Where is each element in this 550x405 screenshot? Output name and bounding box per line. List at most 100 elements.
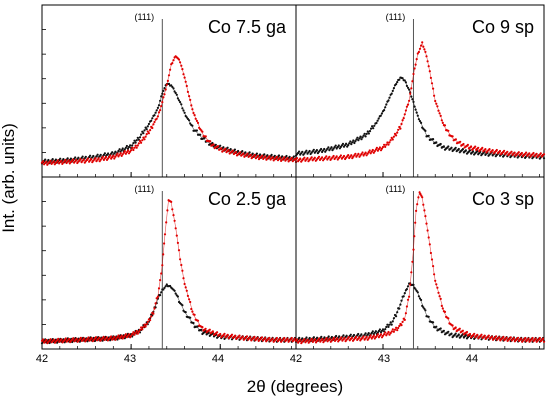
data-point — [67, 337, 71, 341]
data-point — [405, 84, 408, 87]
data-point — [339, 154, 342, 157]
data-point — [332, 336, 336, 339]
data-point — [411, 98, 414, 101]
data-point — [171, 85, 174, 88]
data-point — [176, 97, 179, 100]
data-point — [356, 136, 359, 139]
data-point — [374, 330, 377, 333]
data-point — [447, 330, 450, 333]
data-point — [298, 150, 301, 153]
data-point — [418, 120, 422, 123]
data-point — [389, 321, 392, 324]
data-point — [133, 139, 136, 142]
data-point — [186, 294, 189, 297]
data-point — [392, 87, 395, 90]
data-point — [167, 82, 171, 85]
series-line — [42, 284, 296, 342]
data-point — [313, 156, 316, 159]
data-point — [238, 334, 241, 337]
data-point — [137, 330, 140, 333]
data-point — [391, 89, 394, 92]
data-point — [121, 153, 124, 156]
data-point — [177, 58, 181, 61]
data-point — [117, 334, 120, 337]
data-point — [156, 295, 159, 298]
data-point — [171, 62, 174, 65]
data-point — [169, 284, 172, 288]
series-line — [42, 198, 296, 342]
data-point — [219, 332, 222, 336]
data-point — [313, 338, 317, 341]
panels-layer: (111) Co 7.5 ga (111) Co 9 sp (111) Co 2.5 ga… — [40, 4, 546, 350]
data-point — [170, 200, 173, 203]
data-point — [440, 304, 443, 307]
data-point — [477, 146, 480, 149]
data-point — [435, 141, 438, 144]
data-point — [466, 143, 469, 146]
data-point — [320, 147, 323, 151]
data-point — [64, 158, 67, 162]
data-point — [183, 76, 186, 79]
data-point — [185, 84, 188, 88]
data-point — [520, 151, 524, 155]
data-point — [195, 119, 198, 122]
data-point — [443, 310, 447, 313]
data-point — [153, 120, 156, 124]
data-point — [365, 132, 368, 135]
data-point — [470, 145, 473, 148]
data-point — [398, 307, 401, 310]
data-point — [502, 335, 505, 338]
data-point — [162, 96, 165, 99]
data-point — [312, 148, 315, 151]
data-point — [233, 148, 236, 151]
data-point — [263, 153, 266, 156]
data-point — [459, 140, 462, 143]
data-point — [141, 139, 144, 142]
data-point — [484, 148, 487, 151]
data-point — [316, 336, 319, 339]
data-point — [371, 148, 374, 152]
data-point — [438, 295, 441, 298]
data-point — [353, 141, 356, 145]
data-point — [427, 315, 430, 318]
data-point — [285, 154, 288, 158]
data-point — [457, 333, 460, 336]
data-point — [146, 125, 149, 128]
data-point — [343, 336, 346, 340]
data-point — [141, 328, 144, 331]
data-point — [383, 143, 386, 146]
data-point — [208, 328, 211, 331]
data-point — [136, 332, 139, 335]
data-point — [219, 144, 222, 147]
data-point — [371, 330, 374, 333]
data-point — [149, 319, 152, 322]
data-point — [166, 209, 169, 212]
data-point — [112, 154, 115, 157]
data-point — [172, 87, 175, 90]
data-point — [156, 106, 159, 109]
data-point — [338, 335, 341, 338]
data-point — [454, 138, 457, 141]
data-point — [542, 340, 546, 343]
data-point — [358, 336, 361, 339]
data-point — [372, 334, 375, 337]
data-point — [98, 336, 101, 339]
data-point — [396, 131, 399, 134]
data-point — [420, 121, 423, 124]
data-point — [136, 144, 139, 147]
data-point — [495, 335, 498, 338]
data-point — [237, 149, 240, 153]
data-point — [248, 151, 251, 154]
data-point — [127, 152, 131, 155]
data-point — [440, 119, 443, 122]
data-point — [420, 194, 423, 197]
data-point — [379, 114, 382, 117]
data-point — [270, 153, 273, 156]
data-point — [114, 150, 117, 153]
data-point — [163, 242, 166, 245]
data-point — [51, 158, 54, 161]
data-point — [414, 108, 417, 111]
data-point — [183, 282, 186, 286]
data-point — [447, 317, 450, 320]
data-point — [415, 209, 418, 212]
